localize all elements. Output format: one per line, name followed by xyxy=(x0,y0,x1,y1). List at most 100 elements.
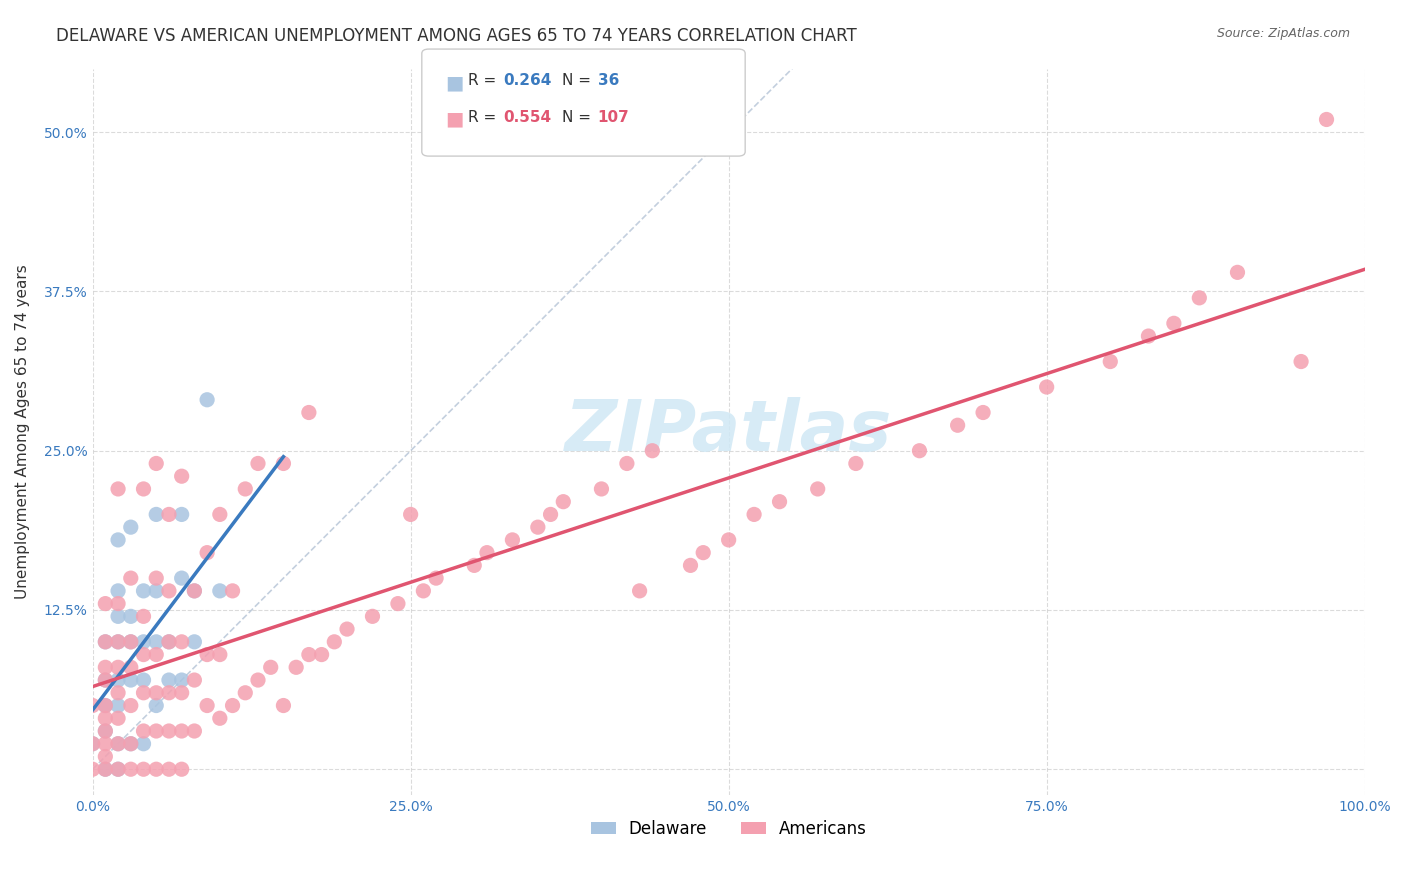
Text: 36: 36 xyxy=(598,73,619,88)
Point xyxy=(82,698,104,713)
Text: DELAWARE VS AMERICAN UNEMPLOYMENT AMONG AGES 65 TO 74 YEARS CORRELATION CHART: DELAWARE VS AMERICAN UNEMPLOYMENT AMONG … xyxy=(56,27,858,45)
Point xyxy=(1188,291,1211,305)
Point xyxy=(145,686,167,700)
Point xyxy=(553,494,575,508)
Point xyxy=(132,583,155,598)
Point xyxy=(107,686,129,700)
Point xyxy=(463,558,485,573)
Text: R =: R = xyxy=(468,73,502,88)
Point xyxy=(94,724,117,739)
Point xyxy=(1137,329,1160,343)
Point xyxy=(157,762,180,776)
Point xyxy=(94,635,117,649)
Point xyxy=(157,673,180,687)
Text: 0.554: 0.554 xyxy=(503,110,551,125)
Point xyxy=(412,583,434,598)
Point xyxy=(94,762,117,776)
Point xyxy=(132,648,155,662)
Point xyxy=(1163,316,1185,330)
Point xyxy=(157,686,180,700)
Point xyxy=(145,762,167,776)
Point xyxy=(94,673,117,687)
Point xyxy=(742,508,765,522)
Point xyxy=(170,673,193,687)
Point xyxy=(1315,112,1337,127)
Point xyxy=(679,558,702,573)
Point xyxy=(157,635,180,649)
Point xyxy=(107,711,129,725)
Point xyxy=(107,762,129,776)
Point xyxy=(107,660,129,674)
Point xyxy=(107,609,129,624)
Point xyxy=(107,583,129,598)
Point xyxy=(1099,354,1122,368)
Text: N =: N = xyxy=(562,110,596,125)
Point xyxy=(311,648,333,662)
Point xyxy=(285,660,308,674)
Point xyxy=(195,392,218,407)
Point xyxy=(540,508,562,522)
Point xyxy=(94,711,117,725)
Point xyxy=(120,698,142,713)
Point xyxy=(145,698,167,713)
Point xyxy=(972,405,994,419)
Point xyxy=(1035,380,1057,394)
Point xyxy=(94,673,117,687)
Point xyxy=(157,635,180,649)
Point xyxy=(120,737,142,751)
Y-axis label: Unemployment Among Ages 65 to 74 years: Unemployment Among Ages 65 to 74 years xyxy=(15,264,30,599)
Point xyxy=(641,443,664,458)
Point xyxy=(501,533,523,547)
Point xyxy=(120,660,142,674)
Point xyxy=(82,737,104,751)
Point xyxy=(82,762,104,776)
Point xyxy=(107,635,129,649)
Point xyxy=(120,635,142,649)
Point xyxy=(132,635,155,649)
Point xyxy=(132,673,155,687)
Point xyxy=(107,737,129,751)
Point xyxy=(399,508,422,522)
Point xyxy=(107,635,129,649)
Text: 107: 107 xyxy=(598,110,630,125)
Point xyxy=(157,508,180,522)
Point xyxy=(170,724,193,739)
Point xyxy=(107,533,129,547)
Point xyxy=(946,418,969,433)
Point xyxy=(628,583,651,598)
Point xyxy=(107,698,129,713)
Text: N =: N = xyxy=(562,73,596,88)
Point xyxy=(170,686,193,700)
Point xyxy=(195,648,218,662)
Point xyxy=(132,724,155,739)
Point xyxy=(157,583,180,598)
Point xyxy=(768,494,790,508)
Point xyxy=(170,635,193,649)
Point xyxy=(246,673,269,687)
Point xyxy=(145,724,167,739)
Point xyxy=(120,635,142,649)
Text: 0.264: 0.264 xyxy=(503,73,551,88)
Point xyxy=(132,762,155,776)
Point xyxy=(616,457,638,471)
Point xyxy=(132,737,155,751)
Point xyxy=(94,635,117,649)
Point xyxy=(807,482,830,496)
Point xyxy=(298,405,321,419)
Point xyxy=(260,660,283,674)
Point xyxy=(273,698,295,713)
Point xyxy=(208,711,231,725)
Point xyxy=(183,583,205,598)
Point xyxy=(94,737,117,751)
Point xyxy=(145,457,167,471)
Point xyxy=(387,597,409,611)
Point xyxy=(132,686,155,700)
Point xyxy=(94,698,117,713)
Point xyxy=(94,597,117,611)
Text: ■: ■ xyxy=(446,110,464,128)
Point xyxy=(107,597,129,611)
Text: Source: ZipAtlas.com: Source: ZipAtlas.com xyxy=(1216,27,1350,40)
Point xyxy=(120,762,142,776)
Point xyxy=(132,482,155,496)
Point xyxy=(120,609,142,624)
